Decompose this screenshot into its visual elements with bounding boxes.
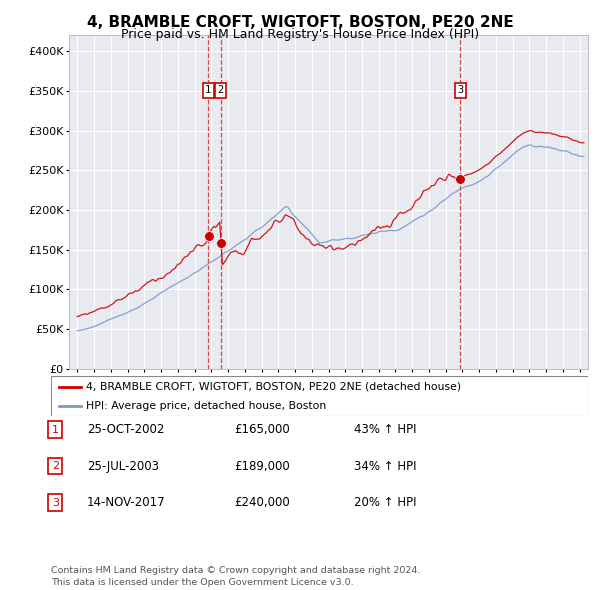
Text: 25-OCT-2002: 25-OCT-2002	[87, 423, 164, 436]
Text: £165,000: £165,000	[234, 423, 290, 436]
Text: 4, BRAMBLE CROFT, WIGTOFT, BOSTON, PE20 2NE (detached house): 4, BRAMBLE CROFT, WIGTOFT, BOSTON, PE20 …	[86, 382, 461, 392]
Text: £240,000: £240,000	[234, 496, 290, 509]
Text: HPI: Average price, detached house, Boston: HPI: Average price, detached house, Bost…	[86, 401, 326, 411]
Text: Contains HM Land Registry data © Crown copyright and database right 2024.
This d: Contains HM Land Registry data © Crown c…	[51, 566, 421, 587]
Text: 4, BRAMBLE CROFT, WIGTOFT, BOSTON, PE20 2NE: 4, BRAMBLE CROFT, WIGTOFT, BOSTON, PE20 …	[86, 15, 514, 30]
Text: 3: 3	[457, 86, 463, 96]
Text: Price paid vs. HM Land Registry's House Price Index (HPI): Price paid vs. HM Land Registry's House …	[121, 28, 479, 41]
Text: 14-NOV-2017: 14-NOV-2017	[87, 496, 166, 509]
Text: 2: 2	[218, 86, 224, 96]
Text: £189,000: £189,000	[234, 460, 290, 473]
Text: 34% ↑ HPI: 34% ↑ HPI	[354, 460, 416, 473]
Text: 43% ↑ HPI: 43% ↑ HPI	[354, 423, 416, 436]
Text: 1: 1	[205, 86, 211, 96]
Text: 25-JUL-2003: 25-JUL-2003	[87, 460, 159, 473]
Text: 1: 1	[52, 425, 59, 434]
Text: 3: 3	[52, 498, 59, 507]
Text: 20% ↑ HPI: 20% ↑ HPI	[354, 496, 416, 509]
Text: 2: 2	[52, 461, 59, 471]
